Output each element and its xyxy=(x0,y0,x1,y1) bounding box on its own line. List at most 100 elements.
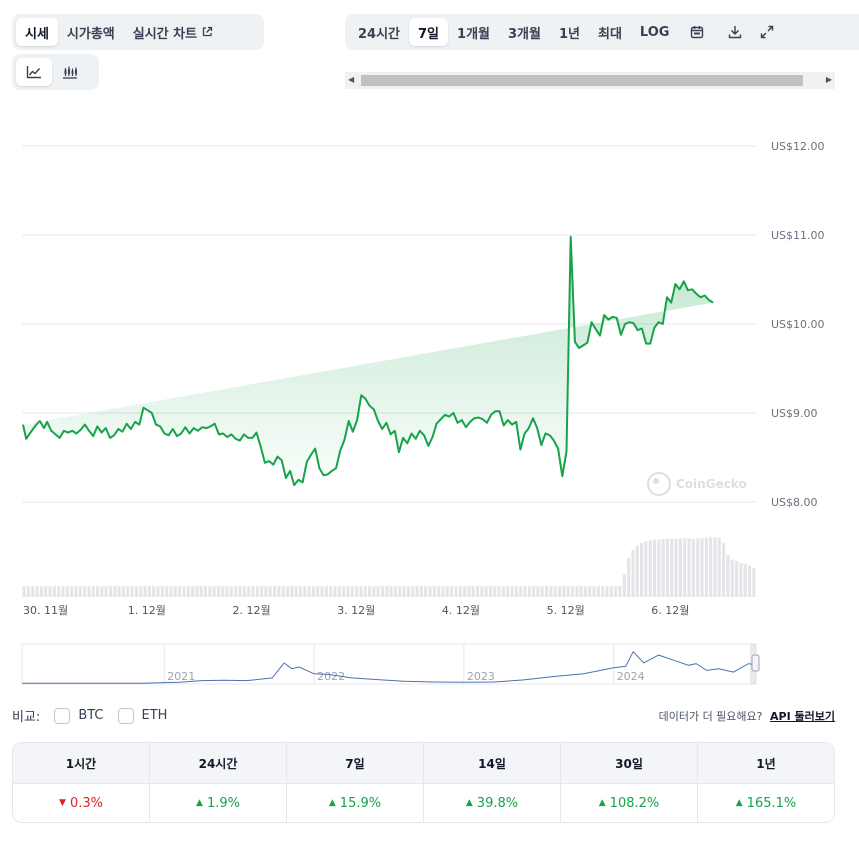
navigator-handle[interactable] xyxy=(751,654,760,672)
perf-period: 7일 xyxy=(287,743,423,784)
tab-live-chart[interactable]: 실시간 차트 xyxy=(124,18,222,46)
candlestick-chart-button[interactable] xyxy=(52,58,88,86)
eth-checkbox[interactable] xyxy=(117,707,134,724)
x-tick-label: 6. 12월 xyxy=(651,604,689,617)
volume-bar xyxy=(441,586,445,597)
range-log[interactable]: LOG xyxy=(631,18,679,46)
volume-bar xyxy=(540,586,544,597)
perf-value: ▲ 108.2% xyxy=(561,784,697,822)
range-24h-label: 24시간 xyxy=(358,26,401,42)
price-chart[interactable]: US$8.00 US$9.00 US$10.00 US$11.00 US$12.00 C… xyxy=(0,0,859,700)
up-triangle-icon: ▲ xyxy=(598,798,606,808)
watermark-text: CoinGecko xyxy=(676,477,747,491)
volume-bar xyxy=(152,586,156,597)
api-prompt: 데이터가 더 필요해요? xyxy=(658,710,763,723)
volume-bar xyxy=(553,586,557,597)
y-tick-label: US$9.00 xyxy=(771,407,818,420)
perf-value: ▲ 165.1% xyxy=(698,784,834,822)
volume-bar xyxy=(273,586,277,597)
y-tick-label: US$8.00 xyxy=(771,496,818,509)
api-link[interactable]: API 둘러보기 xyxy=(770,710,835,723)
volume-bar xyxy=(91,586,95,597)
range-1m[interactable]: 1개월 xyxy=(448,18,499,46)
tab-market-cap-label: 시가총액 xyxy=(66,26,115,42)
expand-button[interactable] xyxy=(754,18,780,46)
x-tick-label: 30. 11월 xyxy=(23,604,68,617)
perf-period: 1시간 xyxy=(13,743,149,784)
volume-bar xyxy=(277,586,281,597)
volume-bar xyxy=(39,586,43,597)
range-1y-label: 1년 xyxy=(558,26,580,42)
tab-market-cap[interactable]: 시가총액 xyxy=(58,18,124,46)
volume-bar xyxy=(393,586,397,597)
volume-bar xyxy=(596,586,600,597)
y-tick-label: US$12.00 xyxy=(771,140,825,153)
volume-bar xyxy=(260,586,264,597)
volume-bar xyxy=(476,586,480,597)
range-24h[interactable]: 24시간 xyxy=(349,18,409,46)
x-tick-label: 1. 12월 xyxy=(128,604,166,617)
scrollbar-thumb[interactable] xyxy=(361,75,803,86)
volume-bar xyxy=(61,586,65,597)
navigator-year-label: 2021 xyxy=(167,670,195,683)
scroll-right-icon[interactable]: ▶ xyxy=(825,75,832,84)
volume-bar xyxy=(255,586,259,597)
line-chart-button[interactable] xyxy=(16,58,52,86)
volume-bar xyxy=(143,586,147,597)
volume-bar xyxy=(419,586,423,597)
range-max[interactable]: 최대 xyxy=(589,18,631,46)
volume-bar xyxy=(661,538,665,597)
volume-bar xyxy=(566,586,570,597)
volume-bar xyxy=(614,586,618,597)
x-tick-label: 5. 12월 xyxy=(547,604,585,617)
volume-bar xyxy=(700,538,704,597)
volume-bar xyxy=(35,586,39,597)
btc-checkbox[interactable] xyxy=(54,707,71,724)
compare-eth[interactable]: ETH xyxy=(117,707,167,724)
volume-bar xyxy=(722,543,726,597)
volume-bar xyxy=(488,586,492,597)
calendar-button[interactable] xyxy=(678,18,716,46)
volume-bar xyxy=(601,586,605,597)
perf-value: ▲ 1.9% xyxy=(150,784,286,822)
volume-bar xyxy=(631,550,635,597)
volume-bar xyxy=(286,586,290,597)
line-chart-icon xyxy=(26,65,42,79)
volume-bar xyxy=(644,541,648,597)
volume-bar xyxy=(579,586,583,597)
view-tabs: 시세 시가총액 실시간 차트 xyxy=(12,14,264,50)
volume-bar xyxy=(536,586,540,597)
volume-bar xyxy=(549,586,553,597)
volume-bar xyxy=(398,586,402,597)
scroll-left-icon[interactable]: ◀ xyxy=(348,75,355,84)
expand-icon xyxy=(760,25,774,39)
volume-bar xyxy=(100,586,104,597)
volume-bar xyxy=(203,586,207,597)
volume-bar xyxy=(523,586,527,597)
volume-bar xyxy=(130,586,134,597)
volume-bar xyxy=(178,586,182,597)
volume-bar xyxy=(605,586,609,597)
range-scrollbar[interactable]: ◀ ▶ xyxy=(345,72,835,89)
compare-btc[interactable]: BTC xyxy=(54,707,104,724)
up-triangle-icon: ▲ xyxy=(465,798,473,808)
range-log-label: LOG xyxy=(639,24,670,40)
volume-bar xyxy=(653,539,657,597)
volume-bar xyxy=(510,586,514,597)
tab-price[interactable]: 시세 xyxy=(16,18,58,46)
volume-bar xyxy=(665,538,669,597)
perf-col: 14일 ▲ 39.8% xyxy=(424,743,561,822)
volume-bar xyxy=(247,586,251,597)
range-3m[interactable]: 3개월 xyxy=(499,18,550,46)
volume-bar xyxy=(368,586,372,597)
volume-bar xyxy=(493,586,497,597)
range-7d-label: 7일 xyxy=(418,26,440,42)
volume-bar xyxy=(674,538,678,597)
volume-bar xyxy=(229,586,233,597)
download-button[interactable] xyxy=(716,18,754,46)
volume-bar xyxy=(709,537,713,597)
range-7d[interactable]: 7일 xyxy=(409,18,449,46)
navigator-frame[interactable] xyxy=(21,643,757,685)
range-1y[interactable]: 1년 xyxy=(550,18,589,46)
calendar-icon xyxy=(690,25,704,39)
